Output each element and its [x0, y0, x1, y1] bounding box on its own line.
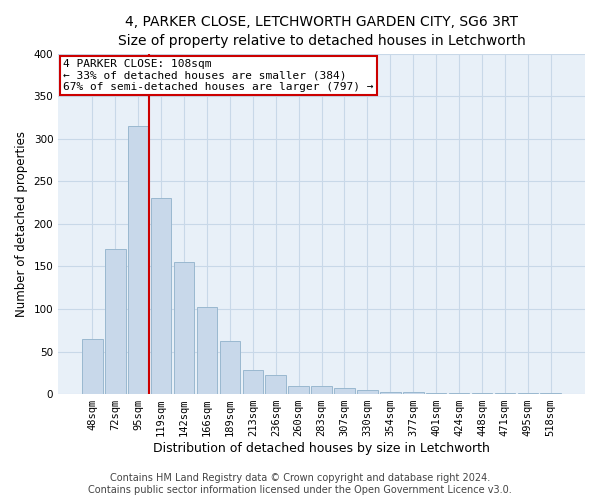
Bar	[128, 126, 149, 394]
Bar	[334, 388, 355, 394]
Bar	[494, 393, 515, 394]
Title: 4, PARKER CLOSE, LETCHWORTH GARDEN CITY, SG6 3RT
Size of property relative to de: 4, PARKER CLOSE, LETCHWORTH GARDEN CITY,…	[118, 15, 526, 48]
Bar	[403, 392, 424, 394]
Bar	[197, 308, 217, 394]
Bar	[541, 393, 561, 394]
Bar	[472, 393, 493, 394]
Bar	[242, 370, 263, 394]
Bar	[449, 393, 469, 394]
Bar	[105, 250, 125, 394]
Text: Contains HM Land Registry data © Crown copyright and database right 2024.
Contai: Contains HM Land Registry data © Crown c…	[88, 474, 512, 495]
Bar	[311, 386, 332, 394]
Bar	[518, 393, 538, 394]
Bar	[426, 393, 446, 394]
Bar	[289, 386, 309, 394]
Bar	[380, 392, 401, 394]
Bar	[174, 262, 194, 394]
Bar	[151, 198, 172, 394]
Bar	[265, 376, 286, 394]
Y-axis label: Number of detached properties: Number of detached properties	[15, 131, 28, 317]
Text: 4 PARKER CLOSE: 108sqm
← 33% of detached houses are smaller (384)
67% of semi-de: 4 PARKER CLOSE: 108sqm ← 33% of detached…	[64, 59, 374, 92]
Bar	[220, 342, 240, 394]
Bar	[357, 390, 378, 394]
X-axis label: Distribution of detached houses by size in Letchworth: Distribution of detached houses by size …	[153, 442, 490, 455]
Bar	[82, 339, 103, 394]
